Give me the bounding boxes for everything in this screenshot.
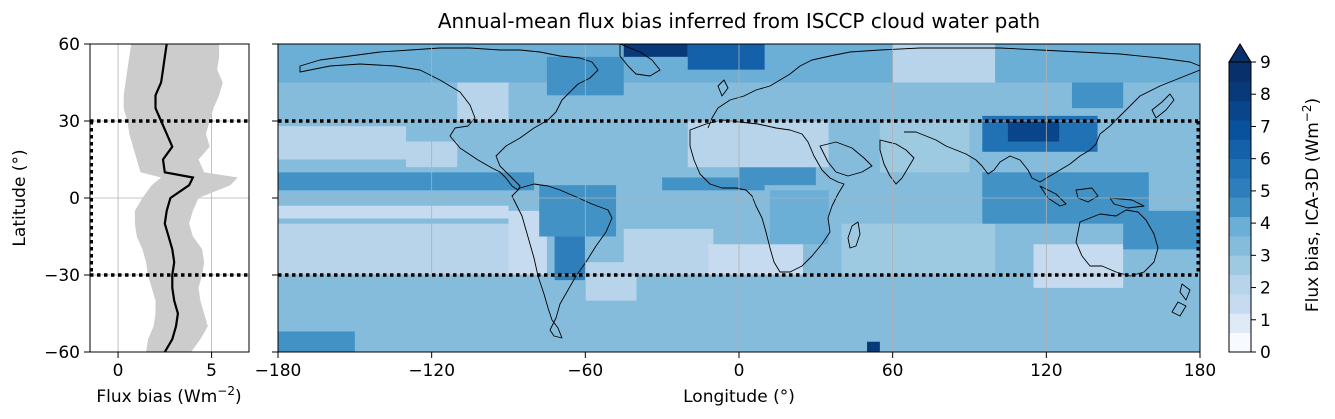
profile-xtick-label-0: 0	[113, 361, 124, 381]
coast-africa	[689, 119, 845, 273]
map-region-2	[278, 223, 509, 275]
coast-new-zealand	[1171, 283, 1191, 317]
colorbar-tick-label-5: 5	[1260, 182, 1271, 202]
profile-tropics-bounds	[90, 119, 249, 277]
map-region-5	[278, 205, 509, 219]
zonal-profile-panel: 0 5 −60 −30 0 30 60 Latitude (°) Flux bias (Wm…	[10, 35, 250, 407]
flux-bias-map-panel: −180 −120 −60 0 60 120 180 Longitude (°)	[255, 43, 1216, 407]
map-xtick-label-2: −60	[567, 361, 603, 381]
colorbar-tick-label-1: 1	[1260, 311, 1271, 331]
colorbar-tick-label-4: 4	[1260, 214, 1271, 234]
profile-mean-line	[154, 44, 195, 352]
map-xtick-label-6: 180	[1184, 361, 1216, 381]
colorbar-extend-arrow	[1228, 43, 1252, 63]
profile-ytick-label-2: 0	[69, 189, 80, 209]
map-xtick-label-1: −120	[408, 361, 455, 381]
colorbar-band-7	[1229, 197, 1251, 218]
map-region-30	[892, 44, 996, 83]
colorbar-tick-label-7: 7	[1260, 117, 1271, 137]
map-tropics-bounds	[278, 119, 1200, 277]
colorbar-band-10	[1229, 139, 1251, 160]
colorbar-band-6	[1229, 216, 1251, 237]
coast-asia-east	[904, 69, 1200, 183]
coast-japan	[1151, 93, 1175, 119]
map-region-20	[879, 121, 970, 173]
chart-title: Annual-mean flux bias inferred from ISCC…	[438, 9, 1040, 33]
colorbar-bands	[1228, 43, 1252, 353]
colorbar-band-13	[1229, 81, 1251, 102]
colorbar-tick-label-0: 0	[1260, 343, 1271, 363]
colorbar-tick-label-2: 2	[1260, 279, 1271, 299]
colorbar-band-0	[1229, 332, 1251, 353]
colorbar-band-12	[1229, 100, 1251, 121]
colorbar-tick-label-3: 3	[1260, 246, 1271, 266]
map-region-31	[457, 82, 509, 121]
map-region-11	[554, 236, 586, 281]
coast-south-america	[511, 183, 613, 339]
map-xtick-label-3: 0	[734, 361, 745, 381]
colorbar-tick-label-6: 6	[1260, 150, 1271, 170]
map-region-23	[1071, 82, 1124, 109]
colorbar-band-11	[1229, 120, 1251, 140]
profile-y-axis-label: Latitude (°)	[10, 149, 30, 246]
map-region-16	[687, 121, 829, 168]
profile-xtick-label-1: 5	[206, 361, 217, 381]
map-region-32	[278, 331, 355, 352]
colorbar: 0 1 2 3 4 5 6 7 8 9 Flux bias, ICA-3D (Wm−2)	[1228, 43, 1323, 363]
map-region-29	[687, 44, 765, 70]
colorbar-ticks: 0 1 2 3 4 5 6 7 8 9	[1251, 53, 1271, 363]
colorbar-band-4	[1229, 255, 1251, 276]
colorbar-band-9	[1229, 158, 1251, 179]
map-gridlines	[278, 44, 1200, 352]
coast-india	[879, 139, 915, 185]
map-region-18	[769, 190, 829, 245]
map-region-26	[1123, 210, 1200, 250]
colorbar-frame	[1228, 61, 1252, 353]
profile-ytick-label-3: 30	[58, 112, 80, 132]
colorbar-band-5	[1229, 236, 1251, 256]
map-x-axis-label: Longitude (°)	[683, 387, 795, 407]
map-region-28	[623, 44, 688, 57]
map-region-7	[278, 126, 407, 160]
coast-greenland	[619, 44, 661, 77]
colorbar-label: Flux bias, ICA-3D (Wm−2)	[1300, 98, 1323, 312]
colorbar-band-2	[1229, 294, 1251, 314]
coast-australia	[1075, 209, 1159, 277]
map-region-19	[841, 223, 996, 275]
map-xtick-label-5: 120	[1030, 361, 1062, 381]
map-xtick-label-4: 60	[882, 361, 904, 381]
colorbar-band-14	[1229, 62, 1251, 82]
profile-ytick-label-0: −60	[44, 343, 80, 363]
colorbar-tick-label-9: 9	[1260, 53, 1271, 73]
map-ticks: −180 −120 −60 0 60 120 180	[255, 43, 1216, 381]
coast-madagascar	[847, 221, 861, 249]
map-region-10	[539, 185, 617, 237]
profile-ytick-label-1: −30	[44, 266, 80, 286]
map-region-22	[1007, 121, 1060, 142]
map-region-6	[278, 172, 535, 191]
profile-ytick-label-4: 60	[58, 35, 80, 55]
map-region-17	[708, 244, 804, 275]
map-region-13	[623, 228, 714, 275]
coast-arabia	[819, 141, 873, 177]
map-xtick-label-0: −180	[255, 361, 302, 381]
coast-north-america	[299, 47, 599, 191]
map-region-25	[1033, 244, 1124, 288]
colorbar-band-8	[1229, 178, 1251, 198]
colorbar-band-3	[1229, 274, 1251, 295]
coast-uk	[717, 79, 729, 97]
colorbar-tick-label-8: 8	[1260, 85, 1271, 105]
map-region-33	[867, 341, 880, 352]
colorbar-band-1	[1229, 313, 1251, 334]
profile-ticks: 0 5 −60 −30 0 30 60	[44, 35, 217, 381]
profile-x-axis-label: Flux bias (Wm−2)	[96, 384, 241, 407]
map-region-15	[739, 167, 816, 186]
